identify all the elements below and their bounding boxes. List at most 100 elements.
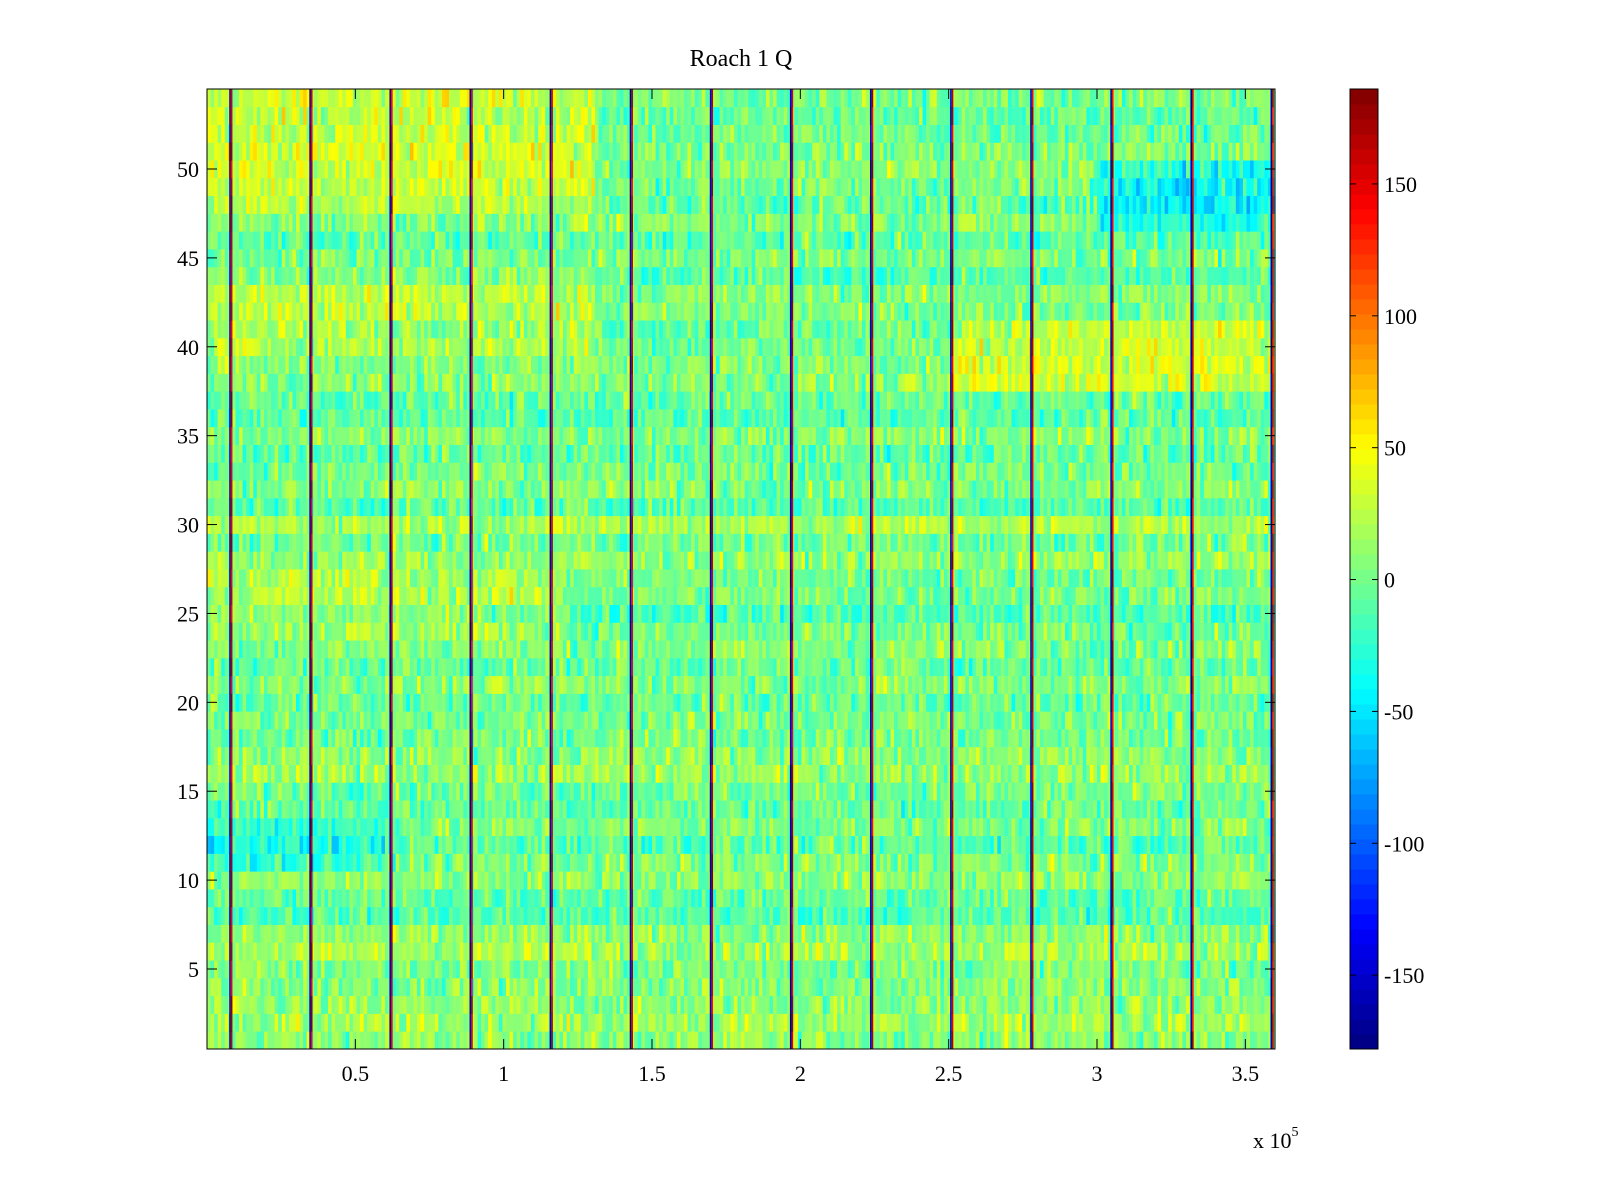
heatmap-cell	[588, 1013, 592, 1031]
heatmap-cell	[232, 978, 236, 996]
heatmap-cell	[253, 942, 257, 960]
heatmap-cell	[933, 960, 937, 978]
heatmap-cell	[1165, 907, 1169, 925]
heatmap-cell	[211, 996, 215, 1014]
heatmap-cell	[406, 925, 410, 943]
heatmap-cell	[481, 889, 485, 907]
heatmap-cell	[545, 800, 549, 818]
heatmap-cell	[599, 996, 603, 1014]
heatmap-cell	[1061, 907, 1065, 925]
heatmap-cell	[1019, 782, 1023, 800]
heatmap-cell	[1193, 1031, 1197, 1049]
heatmap-cell	[1104, 871, 1108, 889]
heatmap-cell	[730, 907, 734, 925]
heatmap-cell	[773, 889, 777, 907]
heatmap-cell	[691, 800, 695, 818]
heatmap-cell	[478, 907, 482, 925]
heatmap-cell	[1254, 1013, 1258, 1031]
heatmap-cell	[908, 871, 912, 889]
heatmap-cell	[1264, 1031, 1268, 1049]
heatmap-cell	[1079, 818, 1083, 836]
heatmap-cell	[1150, 1031, 1154, 1049]
heatmap-cell	[378, 818, 382, 836]
heatmap-cell	[638, 782, 642, 800]
heatmap-cell	[335, 836, 339, 854]
heatmap-cell	[805, 871, 809, 889]
heatmap-cell	[680, 942, 684, 960]
heatmap-cell	[268, 960, 272, 978]
heatmap-cell	[584, 1031, 588, 1049]
heatmap-cell	[531, 960, 535, 978]
heatmap-cell	[880, 765, 884, 783]
heatmap-cell	[990, 942, 994, 960]
heatmap-cell	[695, 1013, 699, 1031]
heatmap-cell	[1069, 800, 1073, 818]
heatmap-cell	[1229, 925, 1233, 943]
heatmap-cell	[677, 765, 681, 783]
heatmap-cell	[1047, 889, 1051, 907]
heatmap-cell	[1229, 1031, 1233, 1049]
heatmap-cell	[1182, 800, 1186, 818]
heatmap-cell	[688, 942, 692, 960]
heatmap-cell	[581, 1013, 585, 1031]
heatmap-cell	[1093, 1013, 1097, 1031]
heatmap-cell	[940, 836, 944, 854]
heatmap-cell	[876, 800, 880, 818]
heatmap-cell	[1012, 960, 1016, 978]
heatmap-cell	[1076, 889, 1080, 907]
heatmap-cell	[1065, 1031, 1069, 1049]
heatmap-cell	[1165, 1013, 1169, 1031]
heatmap-cell	[453, 1031, 457, 1049]
heatmap-cell	[396, 836, 400, 854]
heatmap-cell	[606, 747, 610, 765]
heatmap-cell	[1001, 978, 1005, 996]
heatmap-cell	[887, 1031, 891, 1049]
heatmap-cell	[677, 1013, 681, 1031]
heatmap-cell	[1015, 871, 1019, 889]
heatmap-cell	[876, 871, 880, 889]
heatmap-cell	[730, 996, 734, 1014]
heatmap-cell	[680, 747, 684, 765]
heatmap-cell	[271, 1031, 275, 1049]
heatmap-cell	[727, 996, 731, 1014]
heatmap-cell	[435, 782, 439, 800]
heatmap-cell	[346, 836, 350, 854]
heatmap-cell	[898, 836, 902, 854]
heatmap-cell	[314, 800, 318, 818]
heatmap-cell	[524, 871, 528, 889]
heatmap-cell	[1072, 907, 1076, 925]
heatmap-cell	[851, 800, 855, 818]
heatmap-cell	[980, 942, 984, 960]
heatmap-cell	[591, 1013, 595, 1031]
heatmap-cell	[980, 871, 984, 889]
heatmap-cell	[364, 836, 368, 854]
heatmap-cell	[777, 978, 781, 996]
heatmap-cell	[908, 1031, 912, 1049]
heatmap-cell	[716, 1031, 720, 1049]
heatmap-cell	[883, 800, 887, 818]
heatmap-cell	[648, 907, 652, 925]
heatmap-cell	[602, 978, 606, 996]
heatmap-cell	[1001, 836, 1005, 854]
heatmap-cell	[577, 836, 581, 854]
heatmap-cell	[965, 1031, 969, 1049]
heatmap-cell	[1008, 836, 1012, 854]
heatmap-cell	[235, 1031, 239, 1049]
heatmap-cell	[741, 782, 745, 800]
heatmap-plot-area	[207, 89, 1275, 1049]
heatmap-cell	[641, 907, 645, 925]
heatmap-cell	[1036, 907, 1040, 925]
heatmap-cell	[1254, 960, 1258, 978]
heatmap-cell	[1254, 836, 1258, 854]
heatmap-cell	[1047, 800, 1051, 818]
heatmap-cell	[841, 907, 845, 925]
heatmap-cell	[894, 853, 898, 871]
heatmap-cell	[243, 996, 247, 1014]
heatmap-cell	[1236, 836, 1240, 854]
heatmap-cell	[403, 853, 407, 871]
heatmap-cell	[371, 996, 375, 1014]
heatmap-cell	[531, 942, 535, 960]
heatmap-cell	[958, 960, 962, 978]
heatmap-cell	[912, 942, 916, 960]
heatmap-cell	[1214, 836, 1218, 854]
